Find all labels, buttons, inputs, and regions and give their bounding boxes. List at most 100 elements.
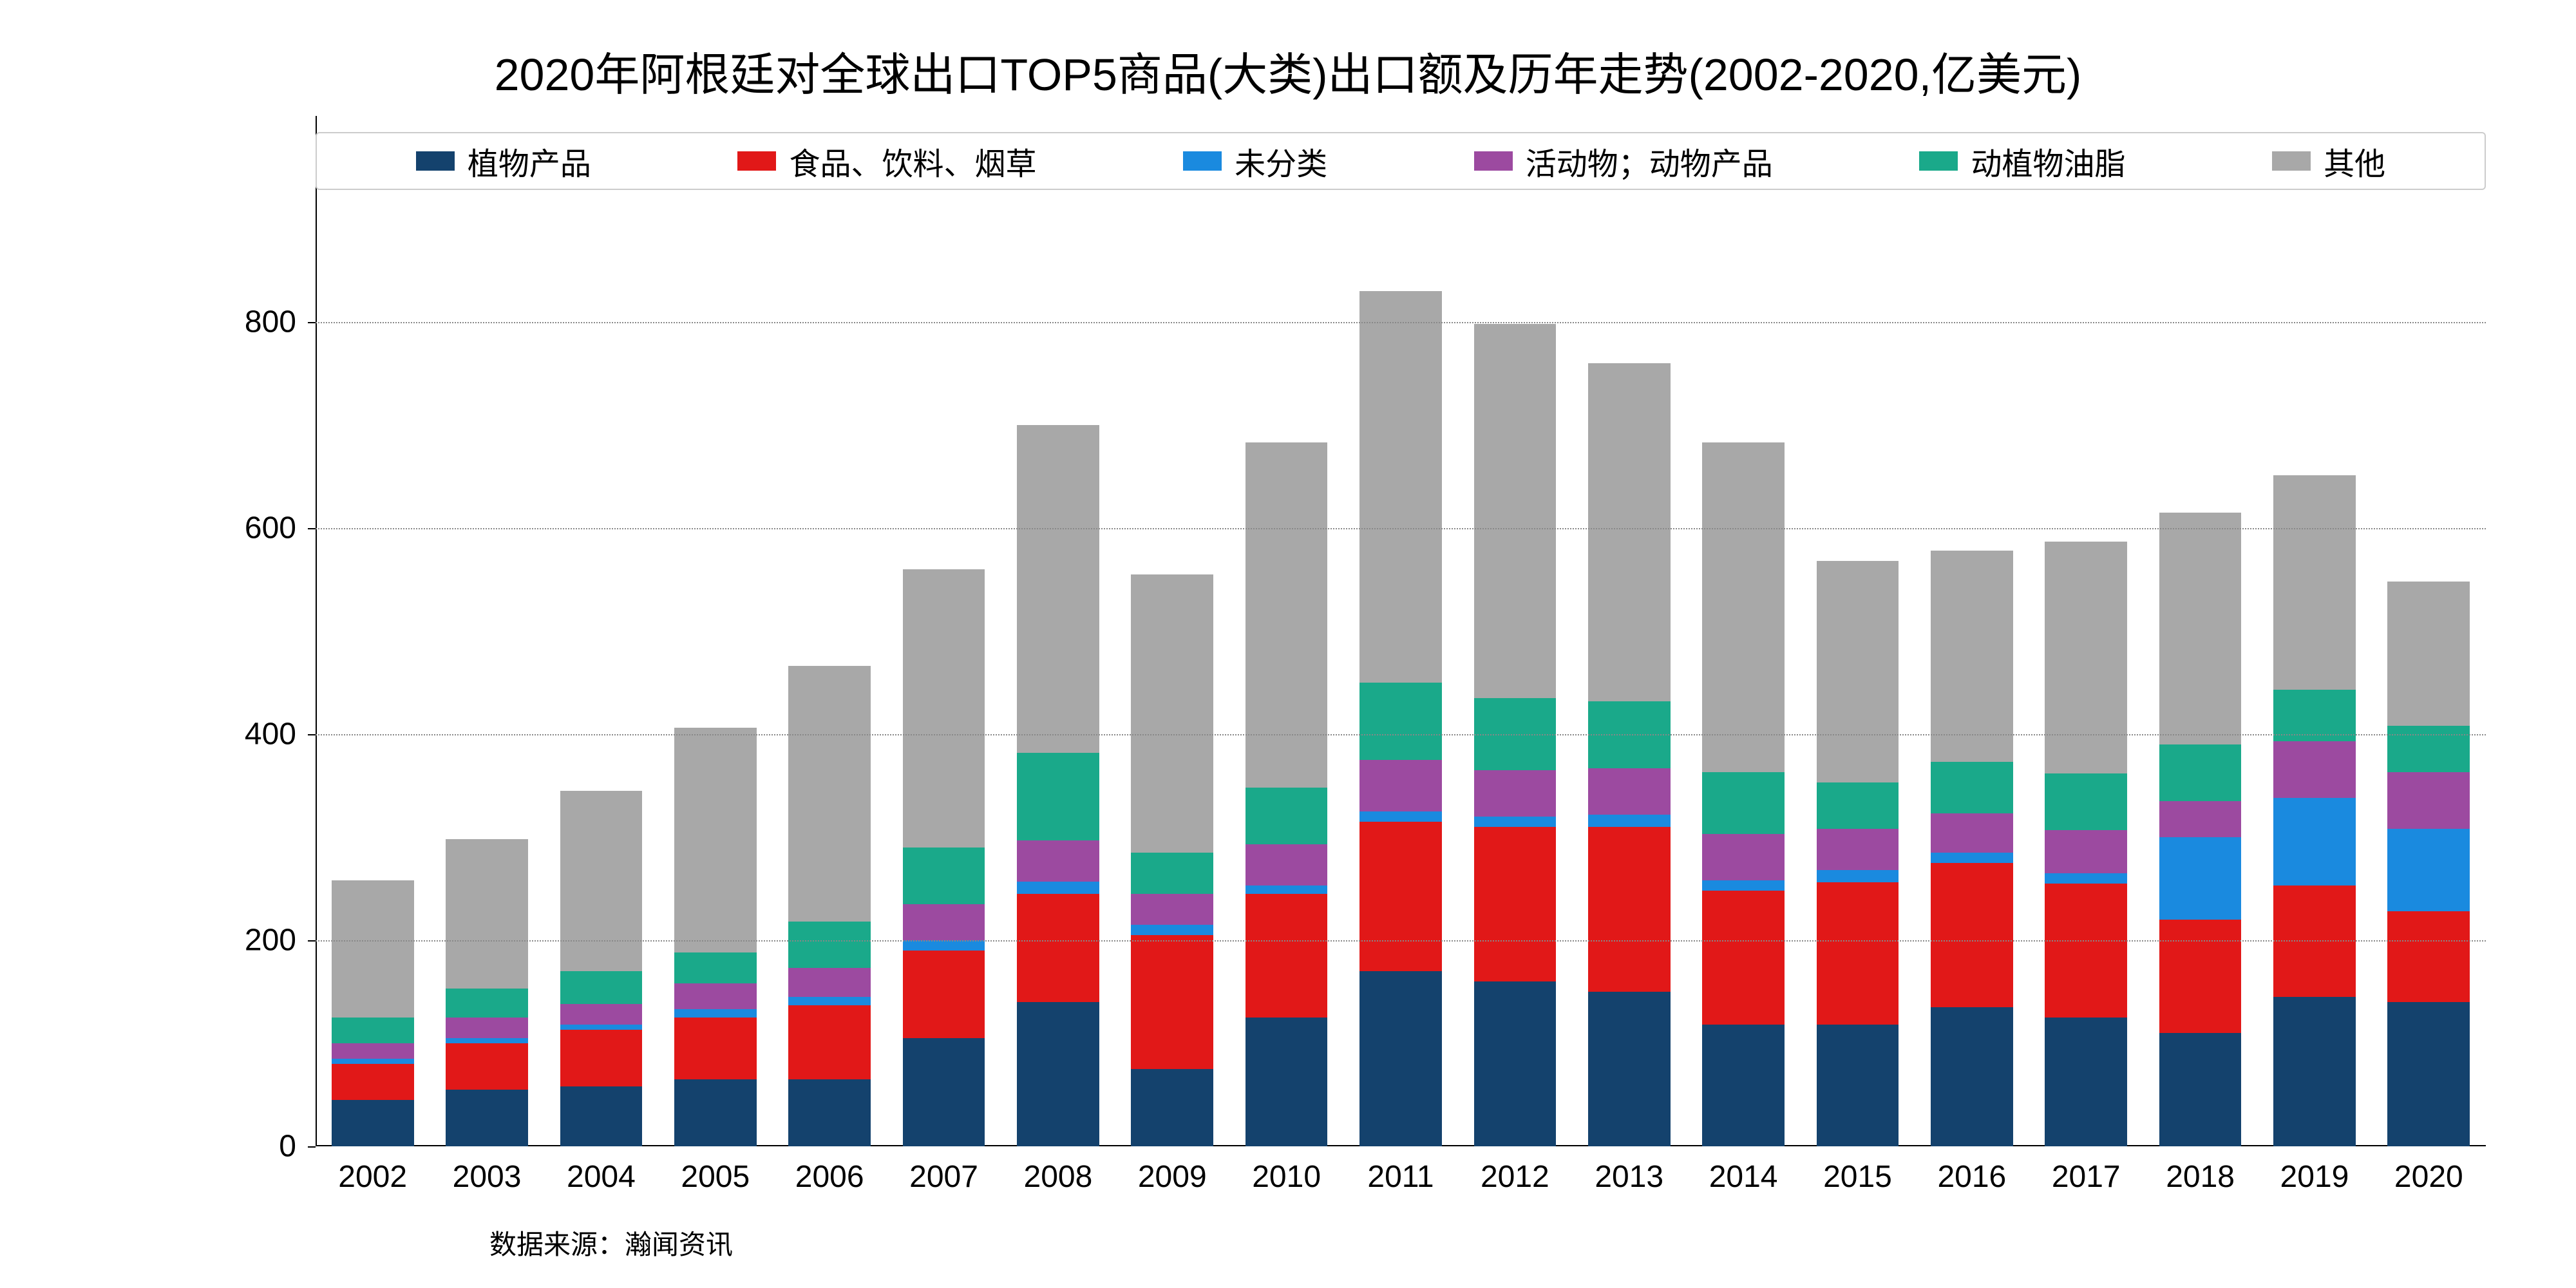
bar-segment — [1359, 683, 1442, 760]
bar-segment — [1817, 882, 1899, 1025]
bar-segment — [1017, 882, 1099, 894]
bar-segment — [1817, 829, 1899, 870]
bar-group — [1817, 561, 1899, 1146]
bar-segment — [2273, 741, 2356, 798]
bar-segment — [1359, 822, 1442, 971]
legend-item: 食品、饮料、烟草 — [737, 138, 1036, 184]
bar-segment — [1588, 992, 1671, 1146]
bar-segment — [903, 940, 985, 951]
y-tick-label: 800 — [219, 305, 296, 340]
bar-segment — [2387, 1002, 2470, 1146]
legend-label: 植物产品 — [468, 138, 591, 184]
bar-segment — [903, 1038, 985, 1146]
bar-group — [903, 569, 985, 1146]
bar-group — [788, 666, 871, 1146]
bar-group — [1131, 574, 1213, 1146]
bar-segment — [674, 983, 757, 1009]
bar-segment — [1474, 817, 1557, 827]
x-tick-label: 2007 — [909, 1159, 978, 1195]
bar-segment — [2045, 773, 2127, 830]
legend-item: 植物产品 — [416, 138, 591, 184]
bar-segment — [2387, 911, 2470, 1002]
bar-segment — [1359, 971, 1442, 1146]
bar-segment — [446, 839, 528, 989]
x-tick-label: 2019 — [2280, 1159, 2349, 1195]
legend-item: 未分类 — [1183, 138, 1327, 184]
x-tick-label: 2010 — [1252, 1159, 1321, 1195]
bar-segment — [1131, 935, 1213, 1069]
bar-segment — [1131, 925, 1213, 935]
bar-segment — [903, 569, 985, 848]
bar-segment — [2273, 997, 2356, 1146]
gridline — [316, 322, 2486, 323]
x-tick-label: 2020 — [2394, 1159, 2463, 1195]
bar-segment — [1588, 768, 1671, 815]
bar-segment — [2273, 475, 2356, 690]
bar-segment — [1359, 291, 1442, 683]
bar-segment — [332, 1059, 414, 1064]
bar-segment — [2387, 772, 2470, 829]
bar-segment — [1474, 324, 1557, 698]
bar-segment — [2159, 801, 2242, 837]
bar-segment — [1474, 770, 1557, 817]
x-tick-label: 2008 — [1024, 1159, 1093, 1195]
bar-segment — [1931, 813, 2013, 853]
bar-segment — [560, 1004, 643, 1025]
x-tick-label: 2013 — [1595, 1159, 1663, 1195]
legend-item: 其他 — [2272, 138, 2385, 184]
bar-segment — [788, 1005, 871, 1079]
bar-segment — [560, 1025, 643, 1030]
x-tick-label: 2009 — [1138, 1159, 1207, 1195]
bar-segment — [1017, 1002, 1099, 1146]
x-tick-label: 2018 — [2166, 1159, 2235, 1195]
bar-group — [560, 791, 643, 1146]
bar-segment — [332, 1043, 414, 1059]
y-tick-label: 0 — [219, 1129, 296, 1164]
source-label: 数据来源：瀚闻资讯 — [489, 1223, 733, 1262]
legend: 植物产品食品、饮料、烟草未分类活动物；动物产品动植物油脂其他 — [316, 132, 2486, 190]
bar-segment — [1702, 1025, 1785, 1146]
bar-group — [674, 728, 757, 1146]
bar-segment — [903, 904, 985, 940]
bar-group — [1588, 363, 1671, 1146]
legend-swatch — [737, 151, 776, 171]
bar-segment — [2387, 726, 2470, 772]
bar-segment — [2045, 542, 2127, 773]
bar-group — [2387, 582, 2470, 1146]
bar-segment — [1817, 782, 1899, 829]
bar-segment — [446, 989, 528, 1018]
y-tick-label: 600 — [219, 511, 296, 546]
bar-segment — [1131, 1069, 1213, 1146]
bar-segment — [1245, 788, 1328, 844]
bar-segment — [1474, 981, 1557, 1146]
bar-segment — [674, 1018, 757, 1079]
bar-segment — [1931, 762, 2013, 813]
bar-segment — [1702, 880, 1785, 891]
bar-segment — [1245, 442, 1328, 788]
bar-segment — [2045, 830, 2127, 873]
bar-segment — [674, 1079, 757, 1146]
bar-segment — [2159, 837, 2242, 920]
x-tick-label: 2012 — [1481, 1159, 1549, 1195]
bar-segment — [1245, 1018, 1328, 1146]
bar-segment — [1359, 811, 1442, 822]
bar-segment — [674, 952, 757, 983]
bar-segment — [2045, 873, 2127, 884]
bar-segment — [332, 1100, 414, 1146]
y-tick-mark — [308, 940, 316, 942]
y-tick-label: 400 — [219, 717, 296, 752]
bar-segment — [1817, 1025, 1899, 1146]
bar-group — [2159, 513, 2242, 1146]
bar-segment — [1131, 894, 1213, 925]
bar-segment — [1702, 772, 1785, 834]
x-tick-label: 2014 — [1709, 1159, 1778, 1195]
x-tick-label: 2015 — [1823, 1159, 1892, 1195]
bar-segment — [2045, 1018, 2127, 1146]
legend-swatch — [416, 151, 455, 171]
bar-segment — [560, 1030, 643, 1086]
bar-segment — [674, 728, 757, 952]
bar-group — [1702, 442, 1785, 1146]
bar-segment — [2387, 829, 2470, 911]
x-tick-label: 2003 — [453, 1159, 522, 1195]
bar-segment — [1588, 827, 1671, 992]
